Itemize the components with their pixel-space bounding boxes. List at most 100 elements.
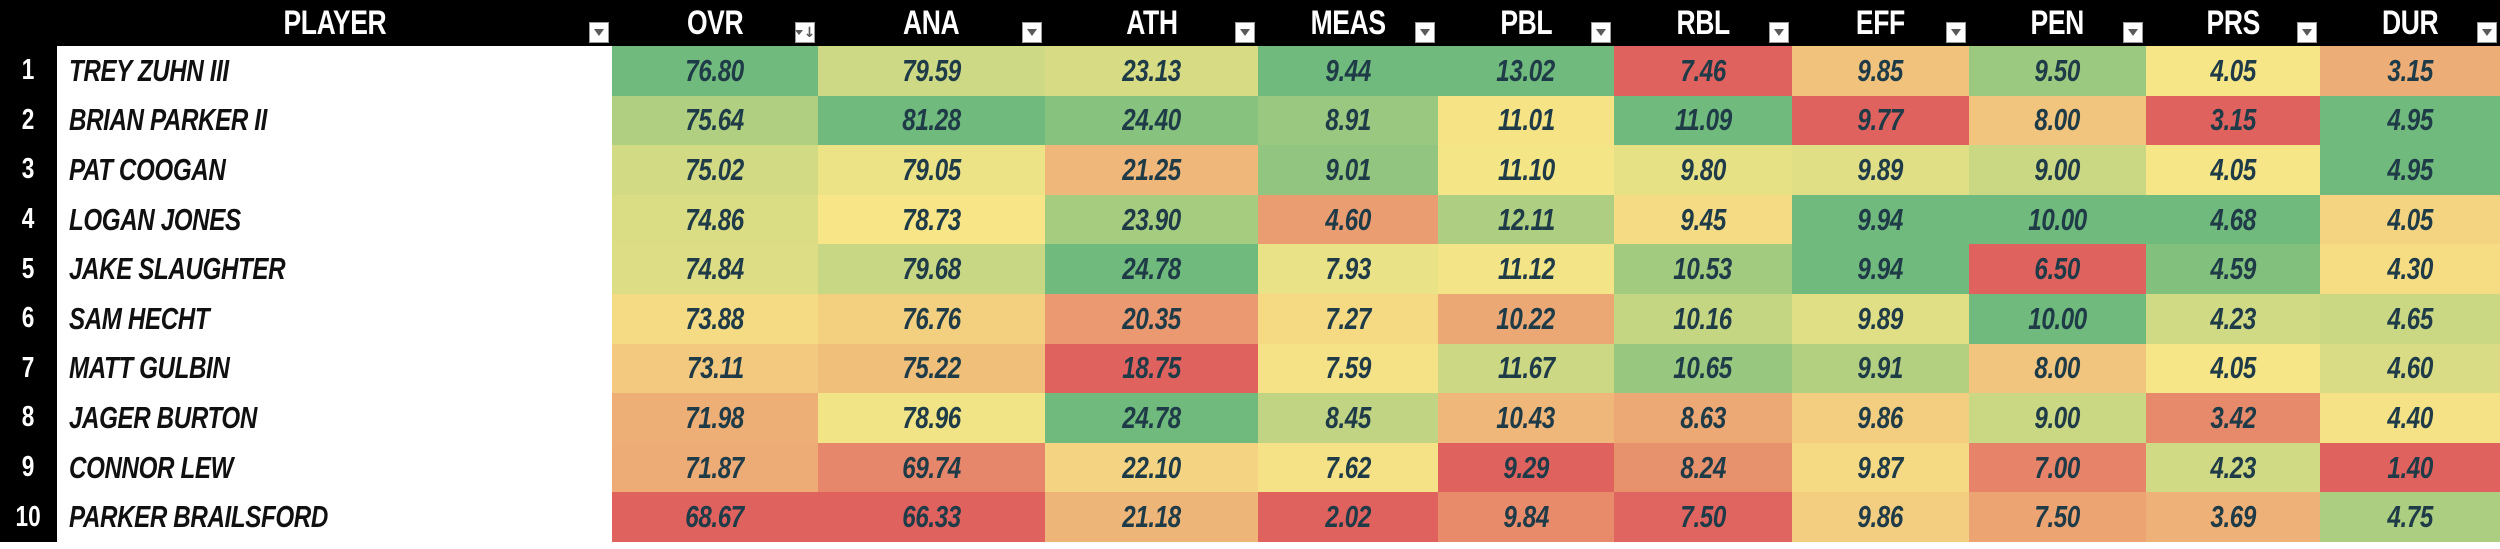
stat-cell-ath: 18.75 [1045,343,1258,394]
column-header-label-eff: EFF [1856,3,1905,42]
player-column-label: PLAYER [283,3,386,42]
stat-cell-meas: 8.91 [1258,95,1438,146]
column-header-label-pbl: PBL [1500,3,1552,42]
filter-button-ana[interactable] [1022,22,1042,43]
stat-cell-prs: 4.05 [2146,343,2320,394]
player-name-cell: JAKE SLAUGHTER [57,244,612,294]
stat-cell-eff: 9.94 [1792,194,1969,245]
column-header-rbl: RBL [1614,0,1792,46]
stat-value: 8.63 [1680,399,1726,435]
stat-cell-dur: 4.65 [2320,293,2500,344]
stat-value: 4.68 [2210,201,2256,237]
stat-value: 81.28 [902,102,961,138]
filter-button-ath[interactable] [1235,22,1255,43]
stat-cell-dur: 3.15 [2320,46,2500,96]
stat-cell-rbl: 10.16 [1614,293,1792,344]
column-header-eff: EFF [1792,0,1969,46]
stat-value: 73.88 [685,300,745,336]
stat-cell-eff: 9.89 [1792,145,1969,195]
stat-cell-ovr: 73.88 [612,293,818,344]
stat-value: 24.40 [1122,102,1181,138]
stat-cell-ana: 78.96 [818,393,1045,443]
stat-value: 75.22 [902,350,961,386]
filter-dropdown-icon [2482,29,2492,36]
filter-button-meas[interactable] [1415,22,1435,43]
stat-cell-pen: 7.50 [1969,492,2146,542]
stat-value: 4.75 [2387,499,2433,535]
filter-button-player[interactable] [589,22,609,43]
stat-value: 10.00 [2028,300,2087,336]
stat-cell-prs: 4.05 [2146,46,2320,96]
player-name-label: MATT GULBIN [69,350,230,386]
filter-button-pbl[interactable] [1591,22,1611,43]
stat-value: 4.23 [2210,300,2256,336]
stat-value: 74.86 [685,201,745,237]
stat-value: 9.44 [1325,52,1371,88]
stat-value: 9.77 [1857,102,1904,138]
column-header-ovr: OVR ↓ [612,0,818,46]
stat-value: 11.01 [1497,102,1555,138]
stat-cell-rbl: 7.50 [1614,492,1792,542]
stat-value: 10.43 [1496,399,1556,435]
stat-value: 4.05 [2210,151,2256,187]
stat-value: 9.29 [1503,449,1549,485]
stat-value: 7.50 [2034,499,2081,535]
stat-value: 4.05 [2210,350,2256,386]
column-header-label-meas: MEAS [1310,3,1386,42]
filter-dropdown-icon [1951,29,1961,36]
stat-cell-ovr: 73.11 [612,343,818,394]
filter-button-dur[interactable] [2477,22,2497,43]
stat-cell-rbl: 11.09 [1614,95,1792,146]
filter-button-ovr[interactable]: ↓ [794,22,815,43]
stat-value: 10.65 [1673,350,1733,386]
stat-cell-meas: 8.45 [1258,393,1438,443]
player-name-label: PAT COOGAN [69,151,226,187]
stat-cell-pen: 8.00 [1969,95,2146,146]
filter-button-prs[interactable] [2297,22,2317,43]
filter-button-rbl[interactable] [1769,22,1789,43]
stat-value: 4.60 [1325,201,1371,237]
stat-cell-ovr: 74.84 [612,244,818,294]
stat-cell-rbl: 7.46 [1614,46,1792,96]
stat-value: 24.78 [1122,399,1181,435]
stat-cell-pbl: 10.22 [1438,293,1614,344]
stat-value: 7.59 [1325,350,1371,386]
stat-value: 3.42 [2210,399,2256,435]
player-name-label: JAKE SLAUGHTER [69,251,286,287]
stat-cell-rbl: 10.53 [1614,244,1792,294]
stat-value: 18.75 [1122,350,1181,386]
stat-cell-prs: 3.42 [2146,393,2320,443]
stat-value: 4.95 [2387,102,2433,138]
stat-value: 4.59 [2210,251,2256,287]
stat-value: 4.60 [2387,350,2433,386]
stat-value: 10.22 [1496,300,1556,336]
column-header-label-ovr: OVR [686,3,744,42]
stat-cell-eff: 9.77 [1792,95,1969,146]
stat-value: 66.33 [902,499,961,535]
player-name-label: SAM HECHT [69,300,210,336]
filter-dropdown-icon [1774,29,1784,36]
stat-cell-prs: 3.15 [2146,95,2320,146]
stat-value: 75.64 [685,102,745,138]
stat-value: 9.80 [1680,151,1726,187]
rank-cell: 10 [0,492,57,542]
stat-value: 21.25 [1122,151,1181,187]
stat-value: 78.73 [902,201,961,237]
stat-cell-ath: 24.40 [1045,95,1258,146]
player-name-cell: SAM HECHT [57,293,612,344]
player-name-label: JAGER BURTON [69,399,257,435]
filter-button-eff[interactable] [1946,22,1966,43]
stat-cell-pbl: 11.12 [1438,244,1614,294]
stat-value: 1.40 [2387,449,2433,485]
stat-value: 9.86 [1857,399,1904,435]
column-header-label-rbl: RBL [1676,3,1730,42]
stat-cell-ovr: 75.64 [612,95,818,146]
stat-value: 9.45 [1680,201,1726,237]
filter-button-pen[interactable] [2123,22,2143,43]
stat-cell-ovr: 71.98 [612,393,818,443]
stat-value: 9.85 [1857,52,1904,88]
stat-value: 8.45 [1325,399,1371,435]
stat-cell-prs: 4.23 [2146,442,2320,493]
stat-value: 10.00 [2028,201,2087,237]
stat-cell-pbl: 9.84 [1438,492,1614,542]
